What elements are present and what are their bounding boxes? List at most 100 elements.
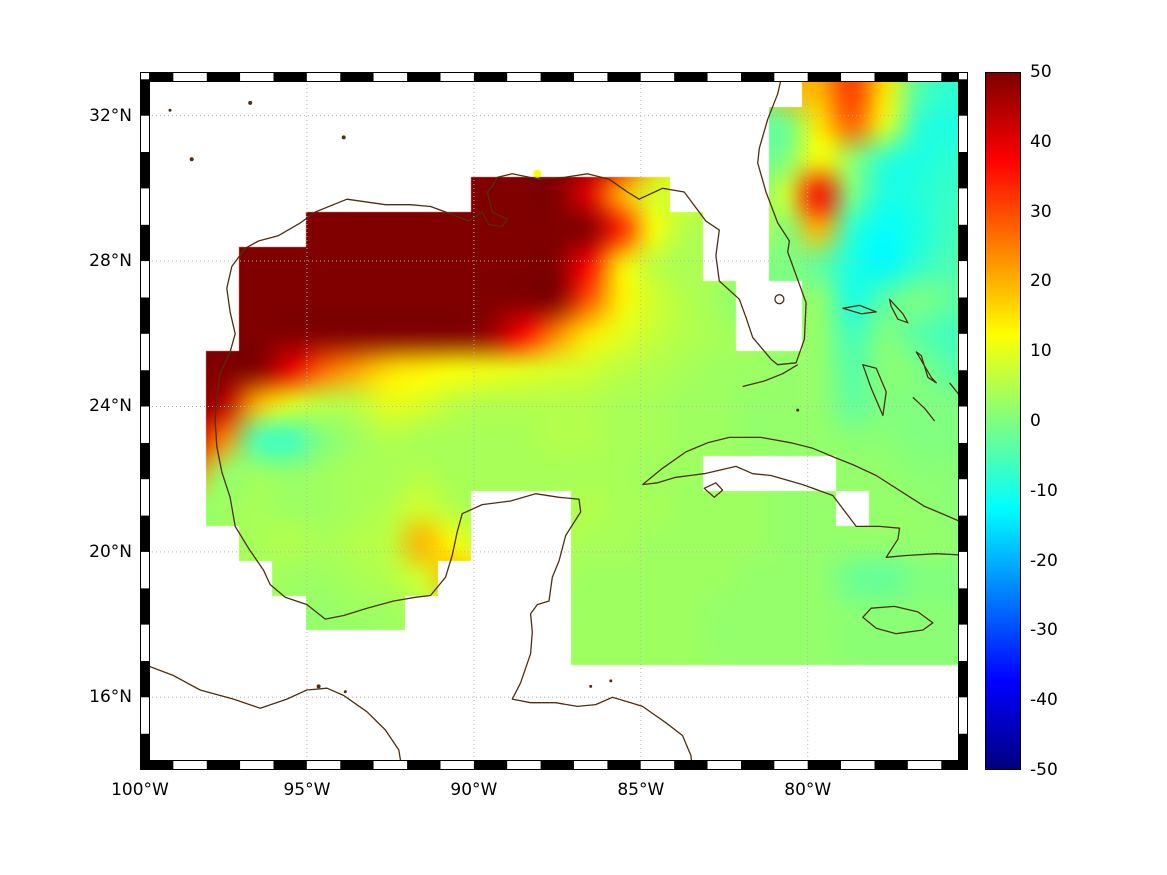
coastline xyxy=(214,72,807,770)
colorbar-tick-label: -10 xyxy=(1030,480,1058,501)
frame-segment xyxy=(707,761,741,770)
frame-segment xyxy=(959,72,968,80)
frame-segment xyxy=(959,479,968,516)
frame-segment xyxy=(741,761,775,770)
frame-segment xyxy=(140,72,149,80)
frame-segment xyxy=(440,72,474,81)
frame-segment xyxy=(607,761,641,770)
frame-segment xyxy=(140,733,149,770)
coastline xyxy=(703,482,724,498)
map-plot xyxy=(140,72,968,770)
frame-segment xyxy=(206,72,241,81)
frame-segment xyxy=(959,660,968,698)
frame-segment xyxy=(273,72,307,81)
frame-segment xyxy=(959,297,968,334)
frame-segment xyxy=(841,761,875,770)
frame-segment xyxy=(959,115,968,152)
lake-dot xyxy=(343,690,347,694)
frame-segment xyxy=(373,761,408,770)
frame-segment xyxy=(774,761,808,770)
colorbar-tick-label: 0 xyxy=(1030,411,1041,431)
frame-segment xyxy=(140,115,149,152)
frame-segment xyxy=(140,188,149,225)
frame-segment xyxy=(373,72,408,81)
frame-segment xyxy=(407,761,441,770)
frame-segment xyxy=(140,152,149,189)
coastline xyxy=(888,298,909,324)
frame-segment xyxy=(473,72,508,81)
frame-outer-border xyxy=(140,72,968,770)
y-tick-label: 24°N xyxy=(89,396,132,417)
frame-segment xyxy=(140,370,149,407)
coastline xyxy=(642,436,968,526)
frame-segment xyxy=(140,697,149,734)
frame-segment xyxy=(340,761,374,770)
y-tick-label: 28°N xyxy=(89,251,132,272)
frame-segment xyxy=(540,72,574,81)
frame-segment xyxy=(959,515,968,552)
colorbar-tick-label: -40 xyxy=(1030,690,1058,711)
frame-segment xyxy=(874,72,908,81)
frame-segment xyxy=(959,624,968,661)
lake-dot xyxy=(316,684,321,689)
frame-segment xyxy=(140,588,149,625)
frame-segment xyxy=(959,697,968,734)
colorbar-tick-label: -30 xyxy=(1030,620,1058,641)
coastline xyxy=(140,662,403,770)
frame-segment xyxy=(807,72,842,81)
frame-segment xyxy=(140,297,149,334)
lake-dot xyxy=(189,157,194,162)
frame-segment xyxy=(140,761,174,770)
frame-segment xyxy=(907,72,942,81)
lake-dot xyxy=(248,100,253,105)
frame-segment xyxy=(140,406,149,443)
frame-segment xyxy=(959,333,968,371)
frame-segment xyxy=(306,72,341,81)
y-tick-label: 32°N xyxy=(89,105,132,126)
coastline xyxy=(862,364,887,417)
frame-segment xyxy=(140,79,149,116)
lake-dot xyxy=(796,408,800,412)
frame-segment xyxy=(959,442,968,480)
frame-segment xyxy=(959,370,968,407)
frame-segment xyxy=(273,761,307,770)
x-tick-label: 80°W xyxy=(784,780,832,800)
frame-segment xyxy=(240,72,274,81)
colorbar xyxy=(985,72,1021,770)
frame-segment xyxy=(959,79,968,116)
frame-segment xyxy=(440,761,474,770)
frame-segment xyxy=(574,72,608,81)
frame-segment xyxy=(959,406,968,443)
frame-segment xyxy=(473,761,508,770)
frame-segment xyxy=(707,72,741,81)
lake-dot xyxy=(168,108,172,112)
frame-segment xyxy=(941,72,968,81)
frame-segment xyxy=(407,72,441,81)
colorbar-tick-label: 10 xyxy=(1030,341,1052,362)
frame-segment xyxy=(741,72,775,81)
frame-segment xyxy=(807,761,842,770)
frame-segment xyxy=(874,761,908,770)
frame-segment xyxy=(841,72,875,81)
frame-segment xyxy=(640,761,675,770)
lake-dot xyxy=(341,135,346,140)
frame-segment xyxy=(140,551,149,589)
frame-segment xyxy=(674,72,708,81)
colorbar-tick-label: -50 xyxy=(1030,760,1058,780)
frame-segment xyxy=(674,761,708,770)
frame-segment xyxy=(140,515,149,552)
frame-segment xyxy=(907,761,942,770)
colorbar-tick-label: 40 xyxy=(1030,131,1052,152)
coastline xyxy=(642,465,968,558)
lake-dot xyxy=(609,679,613,683)
frame-segment xyxy=(959,261,968,298)
y-tick-label: 16°N xyxy=(89,687,132,708)
frame-segment xyxy=(173,72,207,81)
frame-segment xyxy=(140,624,149,661)
colorbar-gradient xyxy=(986,73,1020,769)
frame-segment xyxy=(206,761,241,770)
frame-segment xyxy=(507,72,541,81)
frame-segment xyxy=(959,152,968,189)
x-tick-label: 95°W xyxy=(283,780,331,800)
